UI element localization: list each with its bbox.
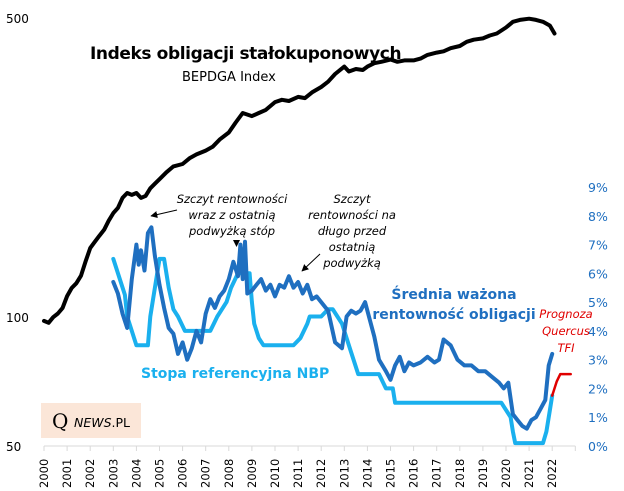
annotation-line: rentowności na <box>308 208 396 222</box>
chart-title: Indeks obligacji stałokuponowych <box>90 44 402 64</box>
annotation-line: wraz z ostatnią <box>188 208 276 222</box>
series-label-line: Prognoza <box>539 307 593 321</box>
right-tick-label: 2% <box>588 381 608 396</box>
right-tick-label: 4% <box>588 324 608 339</box>
x-tick-label: 2019 <box>476 459 490 488</box>
annotation-line: podwyżką stóp <box>188 224 276 238</box>
x-tick-label: 2006 <box>176 459 190 488</box>
x-tick-label: 2004 <box>129 459 143 488</box>
series-label-line: Średnia ważona <box>391 287 517 303</box>
series-label-line: rentowność obligacji <box>372 307 536 323</box>
annotation-line: Szczyt <box>333 192 371 206</box>
right-tick-label: 7% <box>588 238 608 253</box>
x-tick-label: 2018 <box>453 459 467 488</box>
logo-q: Q <box>52 409 69 433</box>
x-tick-label: 2011 <box>291 459 305 488</box>
left-tick-label: 100 <box>6 311 29 325</box>
right-tick-label: 1% <box>588 410 608 425</box>
left-tick-label: 50 <box>6 440 21 454</box>
annotation-peak-before-hike: Szczyt rentowności na długo przed ostatn… <box>302 191 402 271</box>
x-tick-label: 2016 <box>407 459 421 488</box>
x-tick-label: 2021 <box>522 459 536 488</box>
x-tick-label: 2020 <box>499 459 513 488</box>
annotation-line: ostatnią <box>328 240 376 254</box>
series-forecast-line <box>550 372 572 397</box>
x-tick-label: 2015 <box>384 459 398 488</box>
annotation-arrow <box>301 253 321 272</box>
right-axis: 9% 8% 7% 6% 5% 4% 3% 2% 1% 0% <box>588 180 608 454</box>
left-axis: 500 100 50 <box>6 12 29 454</box>
chart-subtitle: BEPDGA Index <box>182 70 276 85</box>
series-ref-rate-line <box>111 256 555 446</box>
x-tick-label: 2010 <box>268 459 282 488</box>
x-tick-label: 2002 <box>83 459 97 488</box>
right-tick-label: 5% <box>588 295 608 310</box>
logo-pl: .PL <box>111 415 131 430</box>
x-tick-label: 2017 <box>430 459 444 488</box>
x-tick-label: 2014 <box>360 459 374 488</box>
x-tick-label: 2012 <box>314 459 328 488</box>
x-tick-label: 2013 <box>337 459 351 488</box>
x-tick-label: 2005 <box>153 459 167 488</box>
right-tick-label: 6% <box>588 266 608 281</box>
series-label-line: TFI <box>557 341 575 355</box>
series-yield-line <box>111 225 555 431</box>
x-tick-label: 2003 <box>106 459 120 488</box>
right-tick-label: 3% <box>588 353 608 368</box>
annotation-line: Szczyt rentowności <box>176 192 288 206</box>
x-tick-label: 2008 <box>222 459 236 488</box>
x-axis: 2000 2001 2002 2003 2004 2005 2006 2007 2008 2009… <box>37 446 576 488</box>
series-label-ref-rate: Stopa referencyjna NBP <box>141 366 330 382</box>
x-tick-label: 2007 <box>199 459 213 488</box>
series-label-forecast: Prognoza Quercus TFI <box>536 306 596 357</box>
right-tick-label: 9% <box>588 180 608 195</box>
annotation-arrows <box>150 209 321 272</box>
annotation-line: podwyżką <box>323 256 381 270</box>
series-layer <box>42 16 572 446</box>
right-tick-label: 0% <box>588 439 608 454</box>
annotation-arrow <box>150 209 178 218</box>
x-tick-label: 2009 <box>245 459 259 488</box>
logo-text: NEWS.PL <box>74 415 130 430</box>
series-label-yield: Średnia ważona rentowność obligacji <box>372 285 536 325</box>
annotation-peak-last-hike: Szczyt rentowności wraz z ostatnią podwy… <box>176 191 288 239</box>
x-tick-label: 2022 <box>545 459 559 488</box>
qnews-logo: Q NEWS.PL <box>41 403 141 438</box>
logo-news: NEWS <box>74 415 112 430</box>
series-label-line: Quercus <box>542 324 590 338</box>
right-tick-label: 8% <box>588 209 608 224</box>
left-tick-label: 500 <box>6 12 29 26</box>
x-tick-label: 2000 <box>37 459 51 488</box>
annotation-line: długo przed <box>317 224 387 238</box>
series-index-line <box>42 16 557 325</box>
x-tick-label: 2001 <box>60 459 74 488</box>
annotation-arrow-head <box>233 240 240 247</box>
